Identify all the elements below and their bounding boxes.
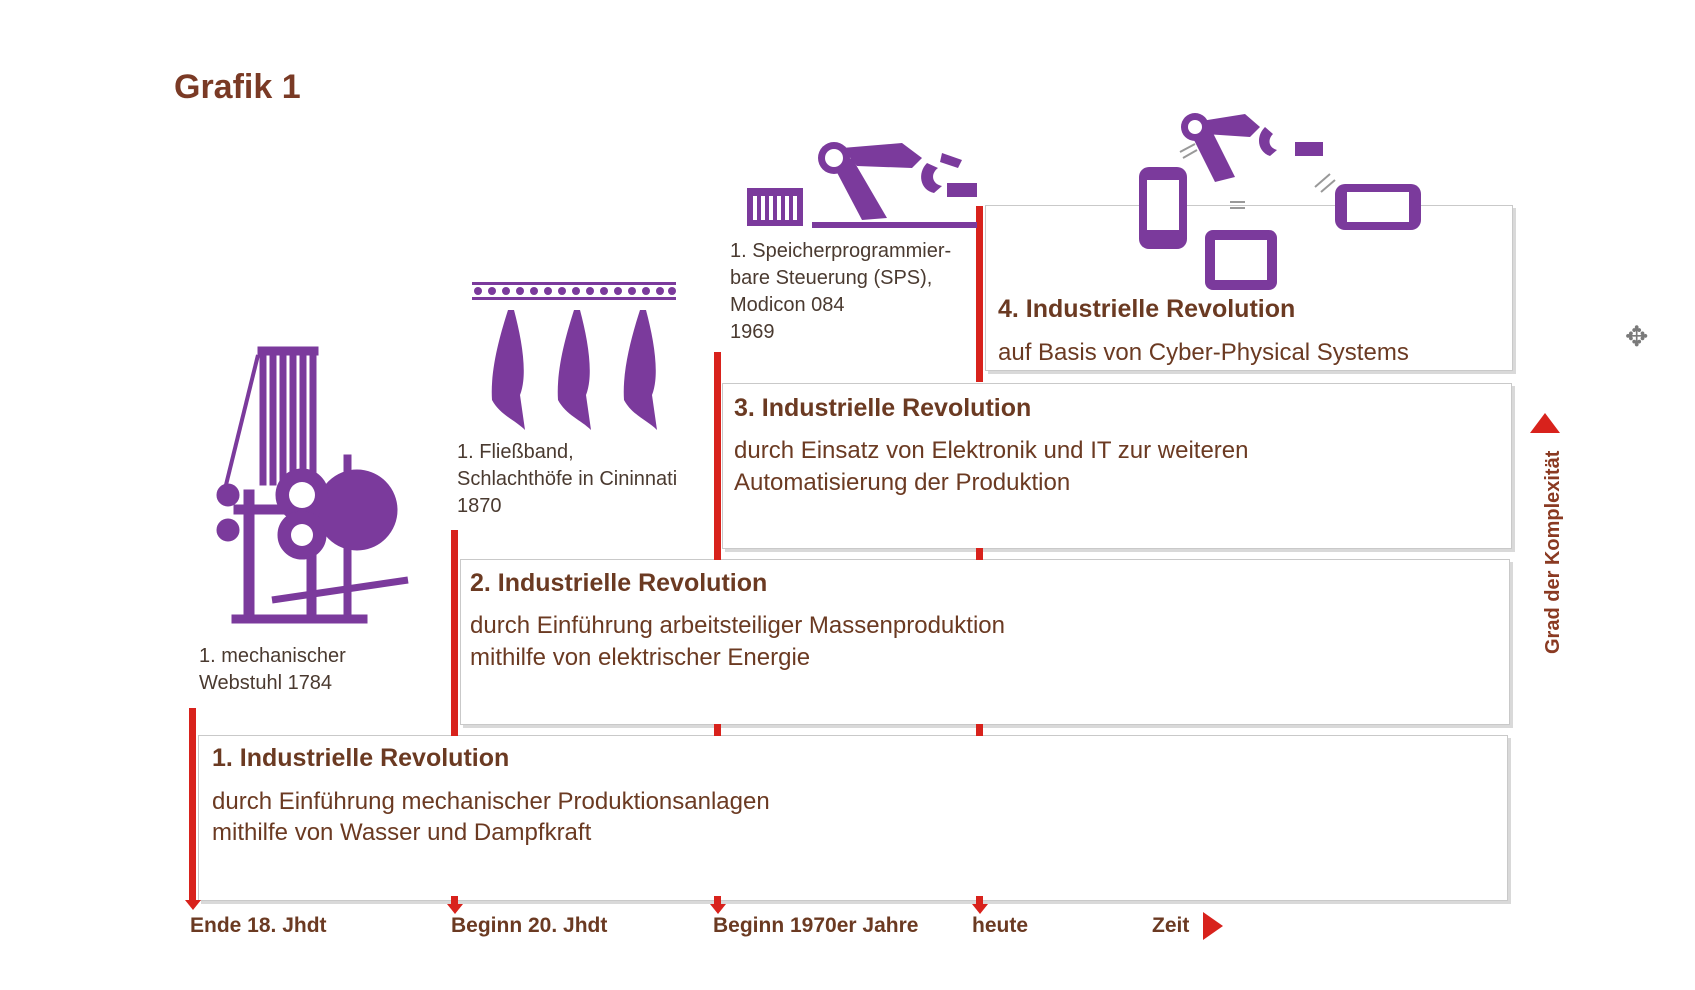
- time-arrow-icon: [1203, 912, 1223, 940]
- revolution-4-line-1: auf Basis von Cyber-Physical Systems: [998, 339, 1409, 366]
- milestone-bar-1: [189, 708, 196, 902]
- plc-icon: [747, 188, 803, 226]
- revolution-1-line-2: mithilfe von Wasser und Dampfkraft: [212, 819, 592, 846]
- milestone-caption-3-line-4: 1969: [730, 321, 775, 343]
- milestone-caption-2: 1. Fließband, Schlachthöfe in Cininnati …: [457, 439, 677, 520]
- milestone-tick-2: [451, 896, 458, 908]
- milestone-tick-4c: [976, 896, 983, 908]
- revolution-2-line-2: mithilfe von elektrischer Energie: [470, 644, 811, 671]
- milestone-tick-4a: [976, 548, 983, 560]
- complexity-arrow-icon: [1530, 413, 1560, 433]
- milestone-bar-2: [451, 530, 458, 736]
- time-label-4: heute: [972, 914, 1029, 937]
- revolution-1-title: 1. Industrielle Revolution: [212, 744, 510, 772]
- milestone-caption-2-line-1: 1. Fließband,: [457, 441, 574, 463]
- milestone-tick-3b: [714, 896, 721, 908]
- milestone-caption-1: 1. mechanischer Webstuhl 1784: [199, 643, 346, 697]
- revolution-3-line-2: Automatisierung der Produktion: [734, 469, 1071, 496]
- complexity-label: Grad der Komplexität: [1542, 450, 1564, 654]
- milestone-tick-3a: [714, 724, 721, 736]
- loom-icon: [216, 346, 409, 624]
- time-label-1: Ende 18. Jhdt: [190, 914, 327, 937]
- revolution-3-line-1: durch Einsatz von Elektronik und IT zur …: [734, 437, 1249, 464]
- cursor-icon: ✥: [1625, 321, 1649, 352]
- milestone-arrow-3: [710, 904, 726, 914]
- milestone-caption-2-line-3: 1870: [457, 495, 502, 517]
- milestone-arrow-2: [447, 904, 463, 914]
- revolution-4-title: 4. Industrielle Revolution: [998, 295, 1296, 323]
- milestone-tick-4b: [976, 724, 983, 736]
- milestone-bar-4: [976, 206, 983, 382]
- conveyor-meat-icon: [472, 282, 676, 430]
- milestone-caption-2-line-2: Schlachthöfe in Cininnati: [457, 468, 678, 490]
- revolution-1-line-1: durch Einführung mechanischer Produktion…: [212, 788, 770, 815]
- cyber-physical-icon: [1139, 113, 1421, 290]
- revolution-2-line-1: durch Einführung arbeitsteiliger Massenp…: [470, 612, 1005, 639]
- milestone-caption-3-line-2: bare Steuerung (SPS),: [730, 267, 933, 289]
- revolution-3-title: 3. Industrielle Revolution: [734, 394, 1032, 422]
- revolution-3-box: [722, 383, 1512, 549]
- page-title: Grafik 1: [174, 68, 301, 106]
- time-axis-label: Zeit: [1152, 914, 1190, 937]
- milestone-arrow-1: [185, 900, 201, 910]
- milestone-caption-3-line-3: Modicon 084: [730, 294, 845, 316]
- revolution-1-box: [198, 735, 1508, 901]
- robot-arm-icon: [812, 142, 977, 228]
- revolution-2-box: [460, 559, 1510, 725]
- time-label-3: Beginn 1970er Jahre: [713, 914, 919, 937]
- milestone-caption-1-line-2: Webstuhl 1784: [199, 672, 333, 694]
- milestone-bar-3: [714, 352, 721, 560]
- milestone-arrow-4: [972, 904, 988, 914]
- time-label-2: Beginn 20. Jhdt: [451, 914, 608, 937]
- revolution-2-title: 2. Industrielle Revolution: [470, 569, 768, 597]
- milestone-caption-3-line-1: 1. Speicherprogrammier-: [730, 240, 952, 262]
- milestone-caption-3: 1. Speicherprogrammier- bare Steuerung (…: [730, 238, 951, 346]
- milestone-caption-1-line-1: 1. mechanischer: [199, 645, 346, 667]
